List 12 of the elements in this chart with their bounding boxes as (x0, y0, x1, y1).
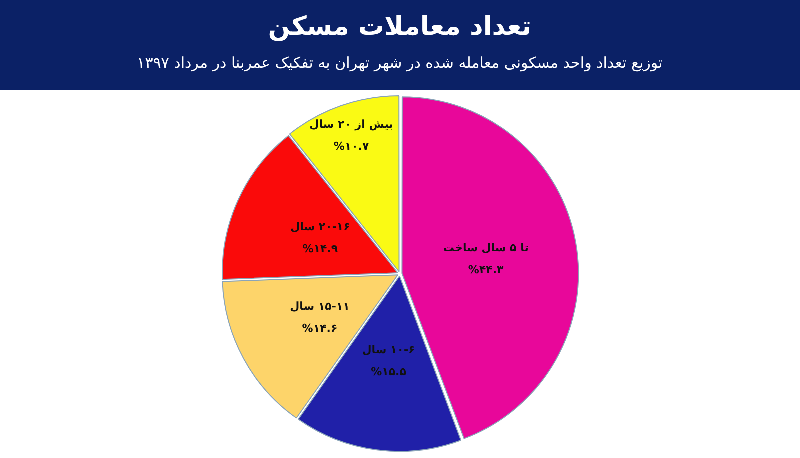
data-label: %۱۴.۶ (302, 322, 338, 336)
slice-label: تا ۵ سال ساخت (443, 241, 529, 254)
data-label: %۱۰.۷ (334, 140, 370, 154)
data-label: %۴۴.۳ (468, 263, 504, 276)
data-label: %۱۵.۵ (371, 366, 407, 379)
slice-label: ۱۵-۱۱ سال (290, 300, 350, 314)
slice-label: بیش از ۲۰ سال (310, 118, 394, 132)
chart-subtitle: توزیع تعداد واحد مسکونی معامله شده در شهر تهران به تفکیک عمربنا در مرداد ۱۳۹۷ (136, 54, 664, 72)
chart-title: تعداد معاملات مسکن (267, 11, 533, 42)
data-label: %۱۴.۹ (302, 242, 338, 256)
slice-label: ۱۰-۶ سال (362, 344, 416, 357)
slice-label: ۲۰-۱۶ سال (290, 220, 350, 234)
